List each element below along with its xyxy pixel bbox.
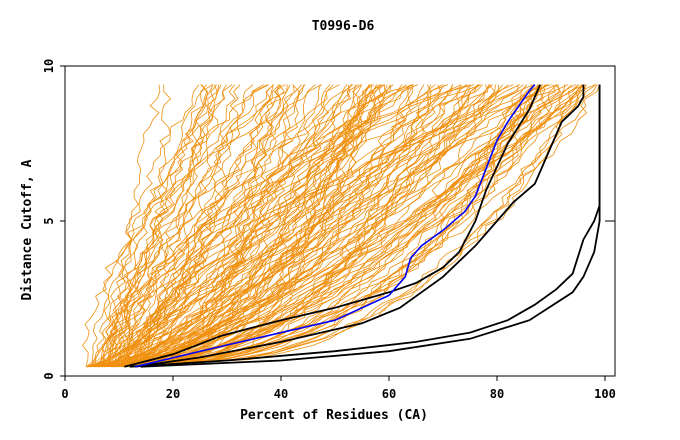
background-series-line (99, 84, 220, 367)
x-axis-label: Percent of Residues (CA) (240, 408, 428, 423)
background-series-line (96, 84, 509, 368)
background-series-line (108, 84, 227, 367)
background-series-line (127, 84, 340, 367)
background-series-line (114, 84, 600, 368)
background-series-line (95, 84, 407, 368)
background-series-line (116, 84, 587, 368)
x-tick-label: 40 (274, 387, 288, 401)
background-series-line (109, 84, 534, 367)
y-axis: 0 5 10 (42, 59, 615, 380)
selected-series-line (135, 84, 536, 368)
background-series-line (88, 84, 461, 368)
background-series-line (88, 84, 295, 368)
y-tick-label: 0 (42, 372, 56, 379)
background-series-line (87, 84, 443, 368)
background-series-line (97, 84, 479, 368)
background-series-line (127, 84, 236, 368)
background-series-line (135, 84, 547, 368)
background-series-line (128, 84, 539, 368)
background-series-line (87, 84, 597, 368)
background-series-line (99, 84, 391, 368)
background-series-line (128, 84, 414, 368)
background-series-line (92, 84, 274, 367)
background-series-line (95, 84, 548, 368)
highlight-series-line (124, 84, 542, 368)
background-series-line (103, 84, 495, 368)
highlight-series-line (140, 84, 601, 368)
background-series-line (109, 84, 207, 367)
background-series-line (139, 84, 360, 367)
y-tick-label: 5 (42, 217, 56, 224)
x-axis: 0 20 40 60 80 100 (61, 376, 616, 401)
background-series-line (113, 84, 348, 367)
background-series-line (117, 84, 161, 367)
x-tick-label: 80 (490, 387, 504, 401)
background-series-line (87, 84, 585, 368)
background-series-line (132, 84, 583, 368)
background-series-line (128, 84, 382, 368)
background-series-line (135, 84, 552, 367)
background-series-line (134, 84, 539, 368)
selected-series-group (135, 84, 536, 368)
highlight-series-line (135, 84, 585, 368)
background-series-line (122, 84, 543, 368)
background-series-line (119, 84, 288, 368)
background-series-line (107, 84, 491, 368)
highlight-series-group (124, 84, 601, 368)
background-series-line (96, 84, 562, 368)
background-series-line (95, 84, 558, 368)
background-series-line (133, 84, 446, 368)
background-series-line (131, 84, 282, 367)
background-series-line (101, 84, 200, 367)
background-series-line (117, 84, 208, 368)
x-tick-label: 20 (166, 387, 180, 401)
background-series-line (113, 84, 598, 368)
background-series-line (86, 84, 218, 367)
y-tick-label: 10 (42, 59, 56, 73)
background-series-line (116, 84, 374, 368)
highlight-series-line (129, 84, 601, 368)
background-series-line (103, 84, 471, 368)
background-series-line (137, 84, 371, 368)
background-series-line (94, 84, 351, 368)
background-series-line (112, 84, 543, 368)
background-series-line (107, 84, 414, 367)
background-series-line (92, 84, 254, 368)
background-series-line (128, 84, 535, 368)
background-series-line (134, 84, 222, 368)
background-series-line (139, 84, 306, 368)
background-series-line (125, 84, 357, 368)
x-tick-label: 60 (382, 387, 396, 401)
background-series-line (119, 84, 305, 368)
background-series-line (95, 84, 413, 368)
background-series-line (93, 84, 470, 368)
background-series-line (131, 84, 454, 368)
background-series-line (112, 84, 414, 368)
background-series-line (123, 84, 172, 368)
y-axis-label: Distance Cutoff, A (20, 159, 35, 300)
background-series-line (103, 84, 378, 368)
background-series-line (108, 84, 280, 368)
chart-title: T0996-D6 (312, 19, 375, 34)
background-series-line (94, 84, 218, 368)
x-tick-label: 0 (61, 387, 68, 401)
background-series-line (81, 84, 322, 367)
background-series-line (95, 84, 566, 368)
background-series-group (81, 84, 600, 368)
background-series-line (139, 84, 414, 367)
background-series-line (133, 84, 209, 368)
background-series-line (135, 84, 432, 368)
background-series-line (102, 84, 527, 368)
x-tick-label: 100 (594, 387, 616, 401)
background-series-line (111, 84, 540, 368)
background-series-line (115, 84, 386, 368)
background-series-line (103, 84, 540, 368)
background-series-line (92, 84, 233, 367)
